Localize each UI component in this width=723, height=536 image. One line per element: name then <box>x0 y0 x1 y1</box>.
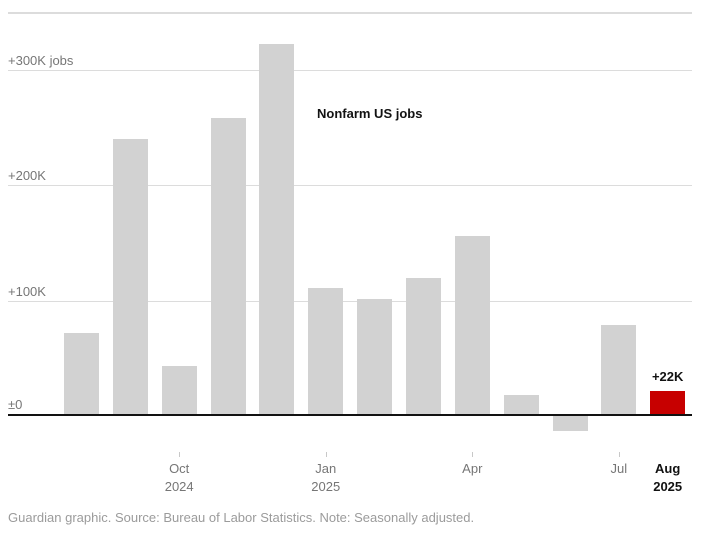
bar-aug-2024 <box>64 333 99 415</box>
chart-title: Nonfarm US jobs <box>317 106 423 121</box>
x-axis-label-line: 2025 <box>653 479 683 494</box>
bar-nov-2024 <box>210 118 246 415</box>
x-axis-label-line: Apr <box>462 461 483 476</box>
x-tick-mark-jan <box>325 452 327 457</box>
chart-top-rule <box>8 12 692 14</box>
x-axis-label-apr: Apr <box>427 460 517 478</box>
x-axis-label-line: 2025 <box>311 479 341 494</box>
x-axis-label-oct-2024: Oct 2024 <box>134 460 224 496</box>
y-axis-label-100k: +100K <box>8 284 46 299</box>
y-axis-label-300k: +300K jobs <box>8 53 74 68</box>
y-axis-label-200k: +200K <box>8 168 46 183</box>
bar-jan-2025 <box>308 288 344 415</box>
bar-jun-2025 <box>552 416 588 432</box>
gridline-300k <box>8 70 692 71</box>
x-axis-label-jul: Jul <box>574 460 664 478</box>
x-axis-label-line: 2024 <box>164 479 194 494</box>
bar-aug-2025 <box>650 391 686 415</box>
bar-may-2025 <box>503 394 539 415</box>
x-axis-label-line: Oct <box>169 461 190 476</box>
bar-oct-2024 <box>161 365 197 415</box>
x-axis-label-line: Jul <box>610 461 628 476</box>
gridline-100k <box>8 301 692 302</box>
x-tick-mark-jul <box>618 452 620 457</box>
highlight-value-label: +22K <box>651 369 684 384</box>
bar-sep-2024 <box>112 139 148 415</box>
y-axis-label-0k: ±0 <box>8 397 23 412</box>
bar-jul-2025 <box>601 325 637 415</box>
bar-feb-2025 <box>357 298 393 415</box>
bar-mar-2025 <box>405 277 441 415</box>
x-axis-label-line: Aug <box>655 461 681 476</box>
x-axis-label-line: Jan <box>315 461 337 476</box>
x-tick-mark-oct <box>179 452 181 457</box>
bar-dec-2024 <box>259 44 295 415</box>
x-tick-mark-apr <box>472 452 474 457</box>
source-credit: Guardian graphic. Source: Bureau of Labo… <box>8 510 475 525</box>
bar-apr-2025 <box>454 236 490 415</box>
x-axis-label-jan-2025: Jan 2025 <box>281 460 371 496</box>
zero-axis-line <box>8 414 692 416</box>
gridline-200k <box>8 185 692 186</box>
x-axis-label-aug-2025: Aug 2025 <box>623 460 713 496</box>
